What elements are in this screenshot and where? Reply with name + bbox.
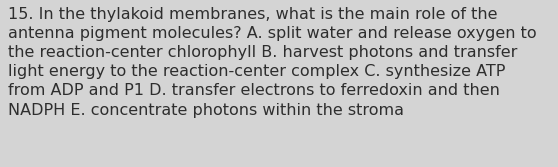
Text: 15. In the thylakoid membranes, what is the main role of the
antenna pigment mol: 15. In the thylakoid membranes, what is … [8,7,537,118]
